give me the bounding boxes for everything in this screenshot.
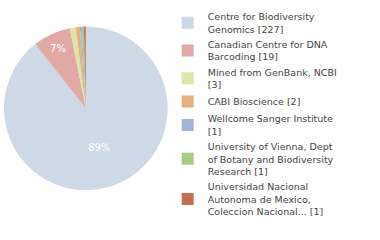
svg-text:Universidad NacionalAutonoma d: Universidad NacionalAutonoma de Mexico,C… <box>208 181 324 217</box>
svg-text:Centre for BiodiversityGenomic: Centre for BiodiversityGenomics [227] <box>208 11 315 34</box>
svg-text:Wellcome Sanger Institute[1]: Wellcome Sanger Institute[1] <box>208 113 333 136</box>
svg-text:University of Vienna, Deptof B: University of Vienna, Deptof Botany and … <box>208 141 334 177</box>
svg-text:Mined from GenBank, NCBI[3]: Mined from GenBank, NCBI[3] <box>208 67 337 90</box>
svg-text:Canadian Centre for DNABarcodi: Canadian Centre for DNABarcoding [19] <box>208 39 328 62</box>
svg-text:7%: 7% <box>50 43 66 54</box>
svg-text:89%: 89% <box>88 142 110 153</box>
svg-text:CABI Bioscience [2]: CABI Bioscience [2] <box>208 96 301 107</box>
